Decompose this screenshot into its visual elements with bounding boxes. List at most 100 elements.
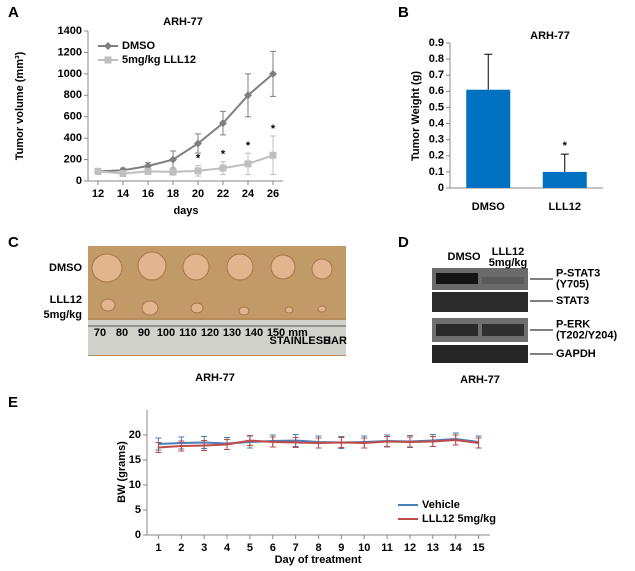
y-tick-label: 600	[64, 111, 82, 123]
error-bar	[292, 437, 299, 448]
y-tick-label: 0	[76, 175, 82, 187]
photo-row-label: DMSO	[49, 262, 82, 274]
y-tick-label: 0	[438, 182, 444, 194]
chart-title: ARH-77	[163, 16, 203, 28]
error-bar	[452, 434, 459, 446]
marker	[244, 91, 252, 100]
ruler-label: 140	[245, 327, 263, 339]
error-bar	[201, 440, 208, 451]
blot-band-label: (Y705)	[556, 278, 589, 290]
chart-title: ARH-77	[530, 30, 570, 42]
y-tick-label: 400	[64, 132, 82, 144]
marker	[169, 155, 177, 164]
y-tick-label: 0.4	[429, 117, 445, 129]
y-tick-label: 0.3	[429, 134, 444, 146]
significance-mark: *	[196, 152, 201, 164]
legend-label: LLL12 5mg/kg	[422, 513, 496, 525]
ruler-label: HAR	[323, 335, 347, 347]
y-tick-label: 800	[64, 89, 82, 101]
y-tick-label: 0.1	[429, 166, 444, 178]
y-tick-label: 0.6	[429, 85, 444, 97]
error-bar	[560, 153, 569, 172]
ruler-label: 70	[94, 327, 106, 339]
x-tick-label: 4	[224, 542, 231, 554]
legend-marker	[104, 56, 112, 64]
marker	[144, 167, 152, 175]
y-tick-label: 1400	[58, 25, 82, 37]
photo-caption: ARH-77	[195, 372, 235, 384]
ruler-label: mm	[288, 327, 308, 339]
y-tick-label: 5	[135, 504, 141, 516]
y-tick-label: 0.9	[429, 37, 444, 49]
x-tick-label: 14	[450, 542, 463, 554]
marker	[119, 170, 127, 177]
photo-row-label: 5mg/kg	[43, 309, 82, 321]
error-bar	[178, 440, 185, 452]
blot-band-label: P-ERK	[556, 318, 590, 330]
y-tick-label: 200	[64, 153, 82, 165]
blot-band-label: STAT3	[556, 295, 589, 307]
x-tick-label: 13	[427, 542, 439, 554]
x-tick-label: 20	[192, 188, 204, 200]
x-tick-label: 24	[242, 188, 255, 200]
y-tick-label: 1200	[58, 46, 82, 58]
western-blot	[432, 268, 553, 363]
error-bar	[338, 437, 345, 448]
significance-mark: *	[271, 123, 276, 135]
legend-label: Vehicle	[422, 499, 460, 511]
ruler-label: 90	[138, 327, 150, 339]
x-tick-label: 11	[381, 542, 393, 554]
error-bar	[406, 436, 413, 448]
marker	[194, 167, 202, 175]
blot-column-label: DMSO	[448, 251, 481, 263]
marker	[269, 69, 277, 78]
tumor-photo	[88, 246, 346, 356]
x-tick-label: 26	[267, 188, 279, 200]
marker	[169, 168, 177, 176]
error-bar	[484, 53, 493, 90]
significance-mark: *	[246, 140, 251, 152]
error-bar	[315, 437, 322, 449]
error-bar	[155, 442, 162, 453]
panel-label: D	[398, 234, 409, 251]
marker	[269, 151, 277, 159]
y-tick-label: 0	[135, 529, 141, 541]
error-bar	[384, 436, 391, 447]
y-axis-title: Tumor Weight (g)	[410, 71, 422, 161]
y-tick-label: 0.5	[429, 101, 444, 113]
y-axis-title: BW (grams)	[116, 441, 128, 503]
bar	[466, 89, 511, 188]
x-tick-label: 12	[404, 542, 416, 554]
blot-band-label: GAPDH	[556, 348, 596, 360]
significance-mark: *	[221, 149, 226, 161]
blot-band-label: P-STAT3	[556, 267, 600, 279]
legend-label: DMSO	[122, 40, 155, 52]
x-tick-label: 12	[92, 188, 104, 200]
x-tick-label: 14	[117, 188, 130, 200]
panel-label: C	[8, 234, 19, 251]
y-tick-label: 20	[129, 429, 141, 441]
x-tick-label: 22	[217, 188, 229, 200]
y-tick-label: 0.7	[429, 69, 444, 81]
blot-column-label: 5mg/kg	[489, 257, 528, 269]
ruler-label: 80	[116, 327, 128, 339]
y-tick-label: 0.2	[429, 150, 444, 162]
x-tick-label: 3	[201, 542, 207, 554]
panel-label: E	[8, 394, 18, 411]
bar	[542, 171, 587, 188]
panel-label: A	[8, 4, 19, 21]
blot-band-label: (T202/Y204)	[556, 329, 617, 341]
y-tick-label: 1000	[58, 68, 82, 80]
y-tick-label: 0.8	[429, 53, 444, 65]
error-bar	[246, 435, 253, 446]
photo-row-label: LLL12	[50, 294, 82, 306]
significance-mark: *	[563, 140, 568, 152]
ruler-label: 120	[201, 327, 219, 339]
x-tick-label: LLL12	[549, 201, 581, 213]
legend-label: 5mg/kg LLL12	[122, 54, 196, 66]
error-bar	[361, 437, 368, 449]
y-axis-title: Tumor volume (mm³)	[14, 51, 26, 160]
marker	[219, 119, 227, 128]
x-tick-label: 5	[247, 542, 253, 554]
